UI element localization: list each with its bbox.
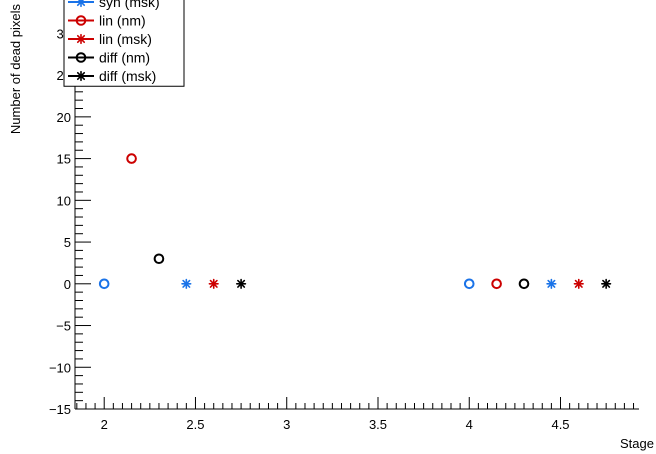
legend-item: lin (nm) (68, 13, 146, 29)
data-point (126, 153, 137, 164)
data-point (546, 278, 557, 289)
x-tick-label: 3.5 (369, 417, 387, 432)
x-tick-label: 4.5 (551, 417, 569, 432)
y-tick-label: −10 (49, 360, 71, 375)
legend-label: diff (msk) (99, 68, 156, 84)
y-tick-label: −5 (56, 319, 71, 334)
legend-item: diff (msk) (68, 68, 156, 84)
y-tick-label: 0 (64, 277, 71, 292)
data-points (98, 153, 612, 290)
legend-item: lin (msk) (68, 31, 152, 47)
legend-label: syn (msk) (99, 0, 160, 10)
legend-box (63, 0, 185, 87)
x-axis-title: Stage (620, 436, 654, 451)
data-point (153, 253, 165, 265)
legend-marker (75, 33, 87, 45)
legend-label: lin (msk) (99, 31, 152, 47)
legend-item: diff (nm) (68, 50, 150, 66)
legend-marker (75, 52, 87, 63)
x-tick-label: 2 (101, 417, 108, 432)
legend-marker (75, 15, 87, 26)
y-axis-title: Number of dead pixels (8, 4, 23, 135)
data-point (518, 278, 530, 290)
x-tick-label: 4 (466, 417, 473, 432)
x-tick-label: 3 (283, 417, 290, 432)
y-tick-label: 5 (64, 235, 71, 250)
y-tick-label: 20 (57, 110, 71, 125)
y-tick-label: 10 (57, 193, 71, 208)
data-point (235, 278, 247, 289)
legend-marker (75, 70, 87, 82)
x-tick-label: 2.5 (186, 417, 204, 432)
data-point (98, 278, 110, 290)
axes: 22.533.544.5−15−10−5051015202530 (49, 0, 639, 432)
data-point (208, 278, 219, 289)
legend-label: lin (nm) (99, 13, 146, 29)
y-tick-label: 15 (57, 152, 71, 167)
data-point (463, 278, 475, 290)
data-point (573, 278, 584, 289)
data-point (491, 278, 502, 290)
legend: syn (nm)syn (msk)lin (nm)lin (msk)diff (… (63, 0, 185, 87)
y-tick-label: −15 (49, 402, 71, 417)
legend-marker (75, 0, 87, 8)
legend-item: syn (msk) (68, 0, 160, 10)
legend-label: diff (nm) (99, 50, 150, 66)
data-point (181, 278, 192, 289)
data-point (601, 278, 612, 289)
